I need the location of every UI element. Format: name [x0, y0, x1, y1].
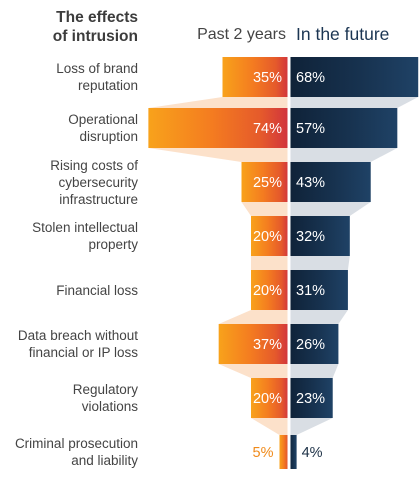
value-label-past-2: 25%: [253, 175, 282, 191]
bar-past-0: [222, 57, 289, 97]
value-label-future-0: 68%: [296, 70, 325, 86]
chart-title: The effects of intrusion: [52, 9, 138, 45]
value-label-past-3: 20%: [253, 229, 282, 245]
bar-future-2: [289, 162, 371, 202]
bar-past-6: [251, 378, 289, 418]
bar-future-3: [289, 216, 350, 256]
value-label-future-3: 32%: [296, 229, 325, 245]
value-label-past-1: 74%: [253, 121, 282, 137]
funnel-background: [148, 57, 419, 469]
value-label-past-7: 5%: [253, 445, 274, 461]
value-labels-group: 35% 68% 74% 57% 25% 43% 20% 32% 20% 31% 37% 26% 20% 2…: [253, 70, 326, 461]
category-label: Operational disruption: [68, 112, 138, 144]
series-label-past: Past 2 years: [197, 26, 286, 43]
bar-future-1: [289, 108, 398, 148]
bar-past-1: [148, 108, 289, 148]
category-label: Data breach without financial or IP loss: [17, 328, 138, 360]
value-label-future-7: 4%: [302, 445, 323, 461]
category-label: Criminal prosecution and liability: [14, 436, 138, 468]
bar-future-6: [289, 378, 333, 418]
bars-group: [148, 57, 419, 469]
value-label-past-4: 20%: [253, 283, 282, 299]
value-label-past-0: 35%: [253, 70, 282, 86]
value-label-future-4: 31%: [296, 283, 325, 299]
bar-future-7: [289, 435, 297, 469]
value-label-future-1: 57%: [296, 121, 325, 137]
value-label-past-5: 37%: [253, 337, 282, 353]
bar-future-5: [289, 324, 339, 364]
category-label: Financial loss: [56, 282, 138, 298]
value-label-future-5: 26%: [296, 337, 325, 353]
category-label: Rising costs of cybersecurity infrastruc…: [50, 157, 138, 207]
bar-future-0: [289, 57, 419, 97]
funnel-left: [148, 57, 289, 469]
funnel-right: [289, 57, 419, 469]
bar-past-3: [251, 216, 289, 256]
category-label: Loss of brand reputation: [56, 61, 138, 93]
category-label: Stolen intellectual property: [32, 220, 138, 252]
value-label-past-6: 20%: [253, 391, 282, 407]
bar-past-7: [279, 435, 289, 469]
series-label-future: In the future: [296, 24, 390, 44]
bar-future-4: [289, 270, 348, 310]
bar-past-2: [241, 162, 289, 202]
value-label-future-6: 23%: [296, 391, 325, 407]
bar-past-4: [251, 270, 289, 310]
bar-past-5: [218, 324, 289, 364]
category-label: Regulatory violations: [72, 382, 138, 414]
value-label-future-2: 43%: [296, 175, 325, 191]
